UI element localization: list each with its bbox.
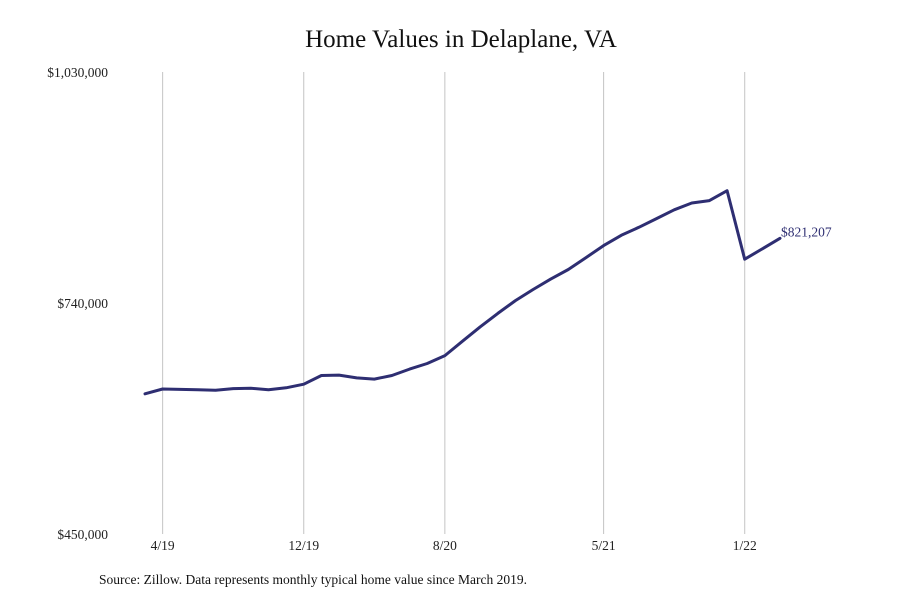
x-tick-label: 4/19 (151, 538, 175, 553)
data-labels: $821,207 (781, 224, 832, 239)
x-tick-label: 1/22 (733, 538, 757, 553)
gridlines (162, 72, 746, 534)
y-tick-label: $1,030,000 (47, 65, 108, 80)
series-layer (143, 189, 782, 396)
y-tick-label: $740,000 (57, 296, 108, 311)
source-note: Source: Zillow. Data represents monthly … (99, 572, 528, 587)
x-tick-label: 12/19 (288, 538, 319, 553)
x-tick-label: 5/21 (592, 538, 616, 553)
end-value-label: $821,207 (781, 224, 832, 239)
y-axis-ticks: $1,030,000 $740,000 $450,000 (47, 65, 108, 542)
chart-title: Home Values in Delaplane, VA (305, 26, 617, 53)
y-tick-label: $450,000 (57, 527, 108, 542)
series-line (143, 189, 782, 396)
x-tick-label: 8/20 (433, 538, 457, 553)
x-axis-ticks: 4/19 12/19 8/20 5/21 1/22 (151, 538, 757, 553)
